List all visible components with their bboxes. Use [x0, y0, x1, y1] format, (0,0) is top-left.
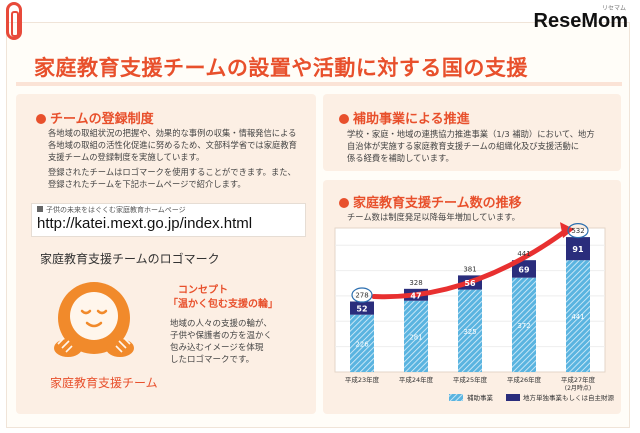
text-line: 登録されたチームを下記ホームページで紹介します。	[48, 179, 246, 189]
text-line: 係る経費を補助しています。	[347, 153, 454, 163]
paperclip-icon	[6, 2, 22, 40]
url-label: 子供の未来をはぐくむ家庭教育ホームページ	[37, 205, 186, 215]
bullet-dot-icon	[339, 198, 349, 208]
x-tick-label: 平成26年度	[507, 375, 542, 384]
data-label-total: 532	[571, 227, 584, 235]
mascot-caption: 家庭教育支援チーム	[50, 376, 158, 390]
concept-description: 地域の人々の支援の輪が、 子供や保護者の方を温かく 包み込むイメージを体現 した…	[170, 318, 272, 366]
registration-heading-text: チームの登録制度	[50, 112, 154, 127]
x-tick-label: 平成23年度	[345, 375, 380, 384]
data-label-subsidy: 372	[517, 322, 530, 330]
x-tick-note: (2月時点)	[565, 384, 592, 392]
trend-arrow	[371, 222, 574, 300]
bar-subsidy	[458, 289, 482, 372]
registration-paragraph-2: 登録されたチームはロゴマークを使用することができます。また、 登録されたチームを…	[48, 166, 296, 190]
subsidy-panel	[323, 94, 621, 171]
text-line: 各地域の取組状況の把握や、効果的な事例の収集・情報発信による	[48, 128, 297, 138]
subsidy-heading-text: 補助事業による推進	[353, 112, 470, 127]
team-registration-panel	[16, 94, 316, 414]
legend-swatch-local	[506, 394, 520, 401]
legend-label-local: 地方単独事業もしくは自主財源	[523, 393, 615, 402]
bar-local	[566, 237, 590, 261]
labels-layer: 226 52 278 平成23年度 281 47 328 平成24年度 325 56 381 平成25…	[345, 223, 596, 392]
text-line: 登録されたチームはロゴマークを使用することができます。また、	[48, 167, 296, 177]
bar-local	[350, 301, 374, 315]
concept-label: コンセプト	[178, 285, 228, 296]
chart-legend: 補助事業 地方単独事業もしくは自主財源	[449, 393, 615, 402]
bar-local	[512, 260, 536, 278]
x-tick-label: 平成25年度	[453, 375, 488, 384]
homepage-link[interactable]: http://katei.mext.go.jp/index.html	[37, 215, 253, 232]
text-line: したロゴマークです。	[170, 355, 255, 365]
registration-paragraph-1: 各地域の取組状況の把握や、効果的な事例の収集・情報発信による 各地域の取組の活性…	[48, 127, 297, 163]
bar-subsidy	[566, 260, 590, 372]
subsidy-text: 学校・家庭・地域の連携協力推進事業（1/3 補助）において、地方 自治体が実施す…	[347, 128, 595, 164]
trend-arrow-head	[560, 222, 574, 239]
data-label-subsidy: 281	[409, 333, 422, 341]
text-line: 自治体が実施する家庭教育支援チームの組織化及び支援活動に	[347, 141, 580, 151]
data-label-total: 278	[355, 292, 368, 300]
text-line: 各地域の取組の活性化促進に努めるため、文部科学省では家庭教育	[48, 140, 297, 150]
x-tick-label: 平成27年度	[561, 375, 596, 384]
chart-heading: 家庭教育支援チーム数の推移	[339, 192, 522, 211]
registration-heading: チームの登録制度	[36, 108, 154, 127]
bullet-dot-icon	[339, 114, 349, 124]
team-count-chart: 226 52 278 平成23年度 281 47 328 平成24年度 325 56 381 平成25…	[334, 222, 615, 402]
team-mascot-logo	[54, 282, 134, 357]
text-line: 学校・家庭・地域の連携協力推進事業（1/3 補助）において、地方	[347, 129, 595, 139]
chart-subtitle: チーム数は制度発足以降毎年増加しています。	[347, 212, 520, 222]
subsidy-heading: 補助事業による推進	[339, 108, 470, 127]
bars-layer	[350, 237, 590, 372]
legend-swatch-subsidy	[449, 394, 463, 401]
data-label-local: 69	[518, 265, 530, 274]
x-tick-label: 平成24年度	[399, 375, 434, 384]
total-highlight-ring	[567, 223, 589, 239]
bar-subsidy	[404, 300, 428, 372]
bar-subsidy	[350, 314, 374, 372]
legend-label-subsidy: 補助事業	[467, 393, 494, 402]
title-underline	[16, 82, 622, 86]
logo-text: ReseMom	[533, 10, 628, 32]
data-label-total: 328	[409, 279, 422, 287]
data-label-total: 381	[463, 265, 476, 273]
square-bullet-icon	[37, 206, 43, 212]
data-label-total: 441	[517, 250, 530, 258]
data-label-local: 56	[464, 279, 476, 288]
logo-mark-heading: 家庭教育支援チームのロゴマーク	[40, 252, 220, 266]
bullet-dot-icon	[36, 114, 46, 124]
text-line: 支援チームの登録制度を実施しています。	[48, 152, 205, 162]
data-label-local: 47	[410, 291, 421, 300]
text-line: 包み込むイメージを体現	[170, 343, 264, 353]
text-line: 子供や保護者の方を温かく	[170, 331, 273, 341]
concept-title: 「温かく包む支援の輪」	[168, 299, 278, 310]
data-label-local: 91	[572, 245, 584, 254]
data-label-local: 52	[356, 305, 367, 314]
trend-arrow-shaft	[371, 229, 567, 300]
total-highlight-ring	[351, 287, 373, 303]
url-label-text: 子供の未来をはぐくむ家庭教育ホームページ	[46, 206, 186, 214]
resemom-logo[interactable]: ReseMom リセマム	[533, 6, 628, 33]
logo-sub-text: リセマム	[601, 6, 626, 12]
page-title: 家庭教育支援チームの設置や活動に対する国の支援	[34, 56, 528, 80]
data-label-subsidy: 226	[355, 340, 369, 348]
data-label-subsidy: 325	[463, 328, 476, 336]
bar-subsidy	[512, 277, 536, 372]
data-label-subsidy: 441	[571, 313, 584, 321]
text-line: 地域の人々の支援の輪が、	[170, 319, 272, 329]
chart-heading-text: 家庭教育支援チーム数の推移	[353, 196, 522, 211]
url-box	[31, 203, 306, 237]
